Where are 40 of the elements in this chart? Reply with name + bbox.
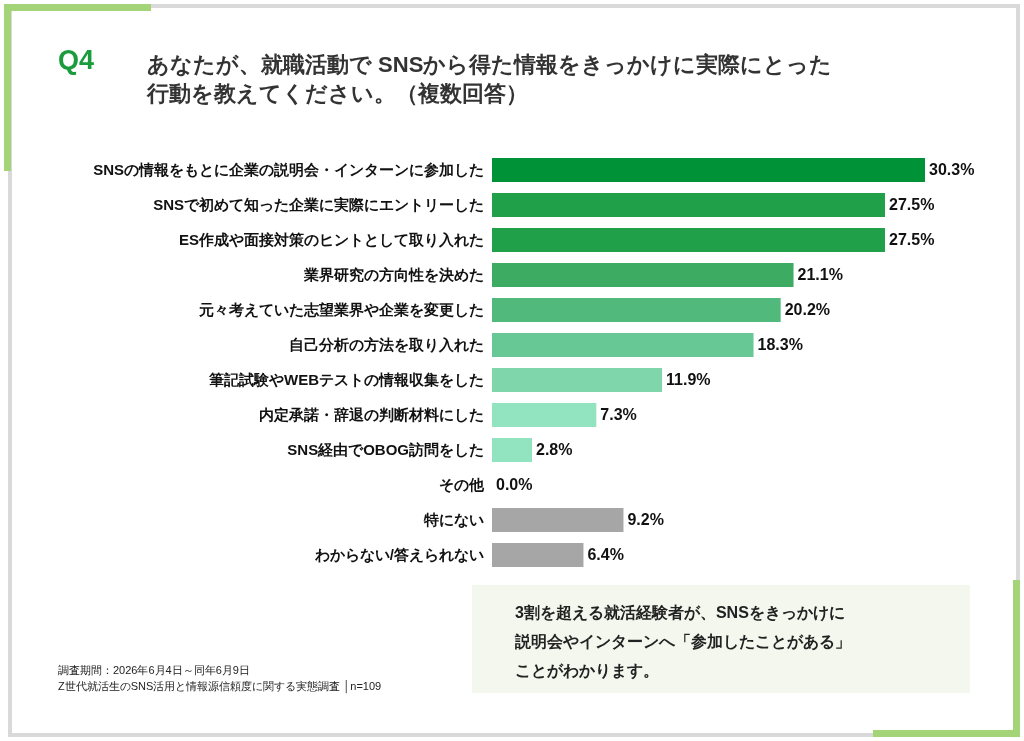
data-label: 18.3% [757, 336, 803, 353]
data-label: 11.9% [666, 371, 711, 388]
y-tick-label: その他 [439, 475, 485, 493]
bar [492, 438, 533, 462]
bar [492, 158, 925, 182]
data-label: 30.3% [929, 161, 975, 178]
y-tick-label: 元々考えていた志望業界や企業を変更した [198, 300, 484, 318]
y-tick-label: SNS経由でOBOG訪問をした [287, 440, 484, 458]
data-label: 9.2% [627, 511, 664, 528]
bar [492, 228, 885, 252]
bar [492, 333, 754, 357]
y-tick-label: 筆記試験やWEBテストの情報収集をした [208, 370, 484, 388]
y-tick-label: SNSの情報をもとに企業の説明会・インターンに参加した [93, 160, 484, 178]
data-label: 2.8% [536, 441, 573, 458]
data-label: 27.5% [888, 231, 935, 248]
y-tick-label: わからない/答えられない [313, 545, 484, 563]
y-tick-label: 特にない [423, 510, 484, 528]
data-label: 0.0% [496, 476, 533, 493]
data-label: 6.4% [587, 546, 624, 563]
bar [492, 298, 781, 322]
data-label: 27.5% [888, 196, 935, 213]
data-label: 21.1% [797, 266, 843, 283]
bar [492, 368, 663, 392]
y-tick-label: 自己分析の方法を取り入れた [289, 335, 484, 353]
y-tick-label: SNSで初めて知った企業に実際にエントリーした [153, 195, 484, 213]
bar [492, 193, 885, 217]
chart-subtitle: あなたが、就職活動で SNSから得た情報をきっかけに実際にとった行動を教えてください。（複数回答） [147, 51, 834, 108]
text: 調査期間：2026年6月4日～同年6月9日 [58, 663, 250, 678]
bar [492, 263, 794, 287]
text: Z世代就活生のSNS活用と情報源信頼度に関する実態調査 │n=109 [58, 679, 382, 694]
y-tick-label: ES作成や面接対策のヒントとして取り入れた [178, 230, 484, 248]
text: 3割を超える就活経験者が、SNSをきっかけに説明会やインターンへ「参加したことがある」ことがわかります。 [515, 603, 851, 681]
bar [492, 403, 597, 427]
bar [492, 543, 584, 567]
data-label: 7.3% [600, 406, 637, 423]
y-tick-label: 業界研究の方向性を決めた [303, 265, 484, 283]
data-label: 20.2% [784, 301, 831, 318]
y-tick-label: 内定承諾・辞退の判断材料にした [259, 405, 484, 423]
text: Q4 [58, 45, 95, 76]
bar [492, 508, 624, 532]
